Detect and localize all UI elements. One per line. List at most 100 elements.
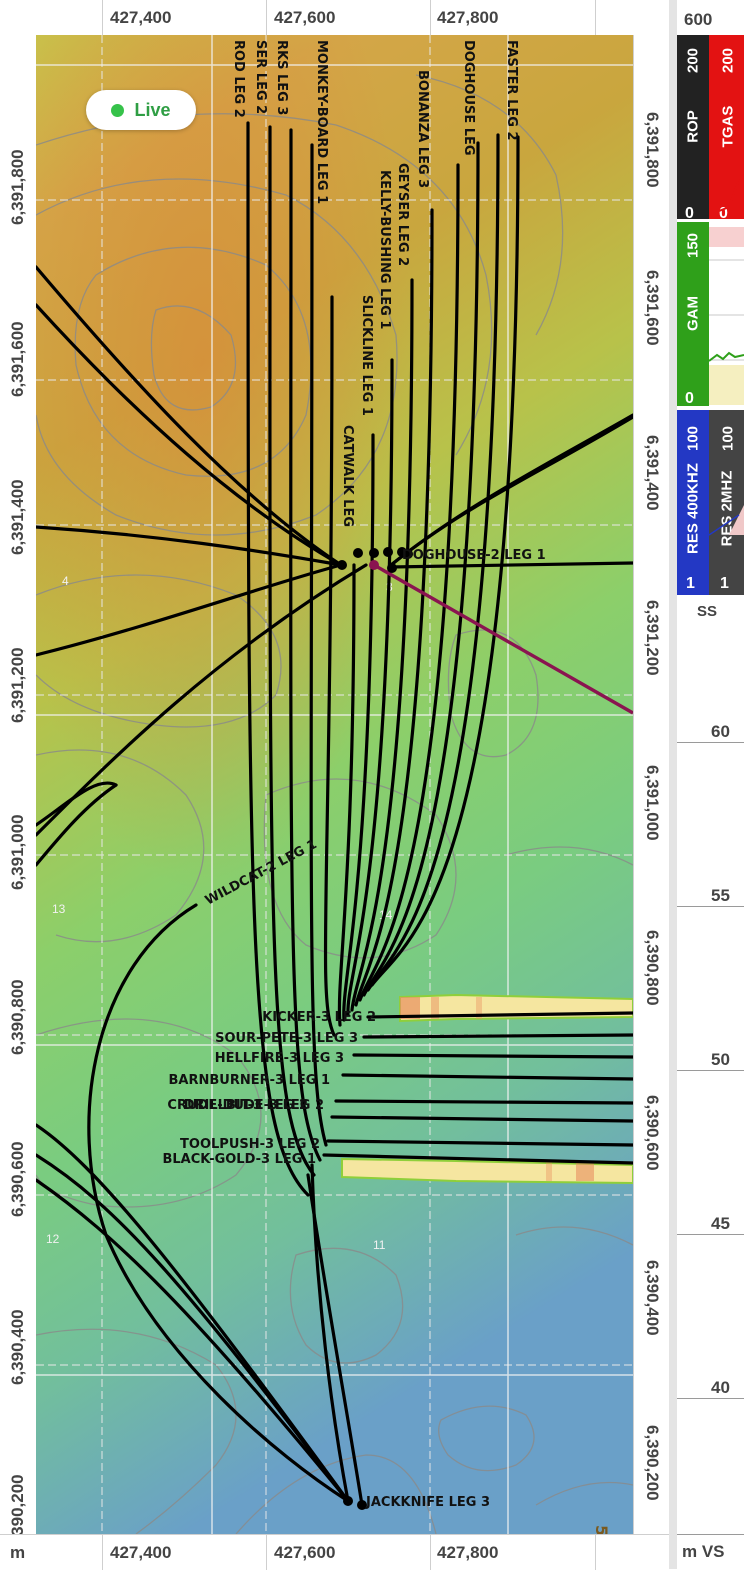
axis-divider: [430, 1535, 431, 1570]
axis-divider: [430, 0, 431, 35]
x-unit-label: m: [10, 1543, 26, 1562]
log-track-panel: 600 0 ROP 200 0 TGAS 200 0 GAM 150 1 RES…: [677, 0, 744, 1569]
ss-label: SS: [697, 603, 718, 620]
well-label: MONKEY-BOARD LEG 1: [314, 40, 329, 204]
map-highlight: [36, 35, 633, 1534]
y-tick-label: 6,391,400: [643, 435, 662, 511]
res2mhz-header[interactable]: [709, 410, 744, 595]
live-label: Live: [134, 99, 171, 120]
y-tick-label: 6,391,000: [643, 765, 662, 841]
res400-label: RES 400KHZ: [684, 463, 702, 554]
res400-max: 100: [684, 425, 702, 452]
rop-label: ROP: [684, 110, 702, 143]
y-tick-label: 6,391,800: [643, 112, 662, 188]
x-tick-label: 427,800: [437, 8, 499, 27]
y-tick-label: 6,391,600: [8, 321, 27, 397]
east-well-labels: KICKER-3 LEG 2 SOUR-PETE-3 LEG 3 HELLFIR…: [162, 1010, 376, 1167]
gam-max: 150: [684, 232, 702, 259]
res400-header[interactable]: [677, 410, 709, 595]
ss-gridline: [677, 1070, 744, 1071]
y-tick-label: 6,391,200: [8, 647, 27, 723]
ss-gridline: [677, 1398, 744, 1399]
axis-divider: [266, 1535, 267, 1570]
ss-tick-label: 50: [711, 1050, 730, 1069]
well-map-svg: 4 3 13 14 12 11: [36, 35, 633, 1534]
axis-divider: [266, 0, 267, 35]
rop-min: 0: [685, 205, 694, 222]
rop-max: 200: [684, 47, 702, 74]
map-grid-solid: [36, 35, 633, 1534]
well-label: DOGHOUSE LEG: [461, 40, 476, 156]
well-label-jackknife: JACKKNIFE LEG 3: [365, 1495, 490, 1510]
y-tick-label: 6,391,000: [8, 814, 27, 890]
axis-divider: [102, 0, 103, 35]
well-label: TOOLPUSH-3 LEG 2: [180, 1137, 320, 1152]
rop-header[interactable]: [677, 35, 709, 219]
y-tick-label: 6,390,600: [8, 1141, 27, 1217]
y-tick-label: 6,390,200: [643, 1425, 662, 1501]
ss-tick-label: 40: [711, 1378, 730, 1397]
well-label: SER LEG 2: [253, 40, 268, 114]
res2mhz-min: 1: [720, 575, 729, 592]
top-axis-bar: 427,400 427,600 427,800: [0, 0, 744, 36]
well-label: SOUR-PETE-3 LEG 3: [215, 1031, 358, 1046]
axis-divider: [595, 0, 596, 35]
tgas-min: 0: [719, 205, 728, 222]
contour-label: 11: [373, 1238, 386, 1252]
axis-divider: [102, 1535, 103, 1570]
map-canvas[interactable]: 4 3 13 14 12 11: [36, 35, 633, 1534]
well-label: FASTER LEG 2: [504, 40, 519, 141]
panel-splitter[interactable]: [669, 0, 677, 1569]
active-well-trajectory: [373, 563, 633, 715]
log-curve-snippets: [709, 174, 744, 536]
well-label: ROD LEG 2: [231, 40, 246, 118]
ss-tick-label: 60: [711, 722, 730, 741]
ss-gridline: [677, 1534, 744, 1535]
y-tick-label: 6,390,400: [643, 1260, 662, 1336]
well-label: CATWALK LEG: [340, 425, 355, 527]
right-axis-column: 6,391,800 6,391,600 6,391,400 6,391,200 …: [633, 35, 670, 1534]
active-well-head: [369, 560, 379, 570]
gam-label: GAM: [684, 296, 702, 331]
ss-tick-label: 45: [711, 1214, 730, 1233]
well-label: KICKER-3 LEG 2: [262, 1010, 376, 1025]
well-label: BLACK-GOLD-3 LEG 1: [162, 1152, 316, 1167]
well-label: DRILLBIT-3 LEG 2: [184, 1098, 308, 1113]
ss-gridline: [677, 742, 744, 743]
north-well-labels: ROD LEG 2 SER LEG 2 RKS LEG 3 MONKEY-BOA…: [231, 40, 519, 527]
tgas-header[interactable]: [709, 35, 744, 219]
well-label: RKS LEG 3: [274, 40, 289, 115]
bottom-axis-bar: m 427,400 427,600 427,800: [0, 1534, 744, 1570]
x-tick-label: 427,800: [437, 1543, 499, 1562]
left-axis-column: 6,391,800 6,391,600 6,391,400 6,391,200 …: [0, 35, 37, 1550]
vs-axis-label: m VS: [682, 1542, 725, 1561]
axis-divider: [595, 1535, 596, 1570]
y-tick-label: 6,390,800: [643, 930, 662, 1006]
well-label: GEYSER LEG 2: [395, 163, 410, 266]
res400-min: 1: [686, 575, 695, 592]
well-label: HELLFIRE-3 LEG 3: [215, 1051, 344, 1066]
map-corner-label: 50: [592, 1525, 611, 1534]
contour-label: 13: [52, 902, 66, 916]
ss-gridline: [677, 1234, 744, 1235]
x-tick-label: 427,600: [274, 1543, 336, 1562]
contour-lines: [36, 74, 633, 1534]
y-tick-label: 6,390,800: [8, 979, 27, 1055]
live-indicator-icon: [111, 103, 125, 117]
x-tick-label: 427,400: [110, 8, 172, 27]
contour-label: 12: [46, 1232, 60, 1246]
y-tick-label: 6,391,400: [8, 479, 27, 555]
well-label: CRUDE-DUDE-3 LEG 2: [167, 1098, 324, 1113]
well-trajectories: [36, 121, 633, 1507]
ss-gridline: [677, 906, 744, 907]
contour-label: 4: [62, 574, 69, 588]
y-tick-label: 6,391,800: [8, 149, 27, 225]
well-label: BARNBURNER-3 LEG 1: [169, 1073, 330, 1088]
well-label: SLICKLINE LEG 1: [359, 295, 374, 416]
y-tick-label: 6,390,600: [643, 1095, 662, 1171]
gam-header[interactable]: [677, 222, 709, 406]
live-status-badge[interactable]: Live: [86, 90, 196, 130]
y-tick-label: 6,390,400: [8, 1309, 27, 1385]
well-label: DOGHOUSE-2 LEG 1: [402, 548, 546, 563]
y-tick-label: 6,391,200: [643, 600, 662, 676]
